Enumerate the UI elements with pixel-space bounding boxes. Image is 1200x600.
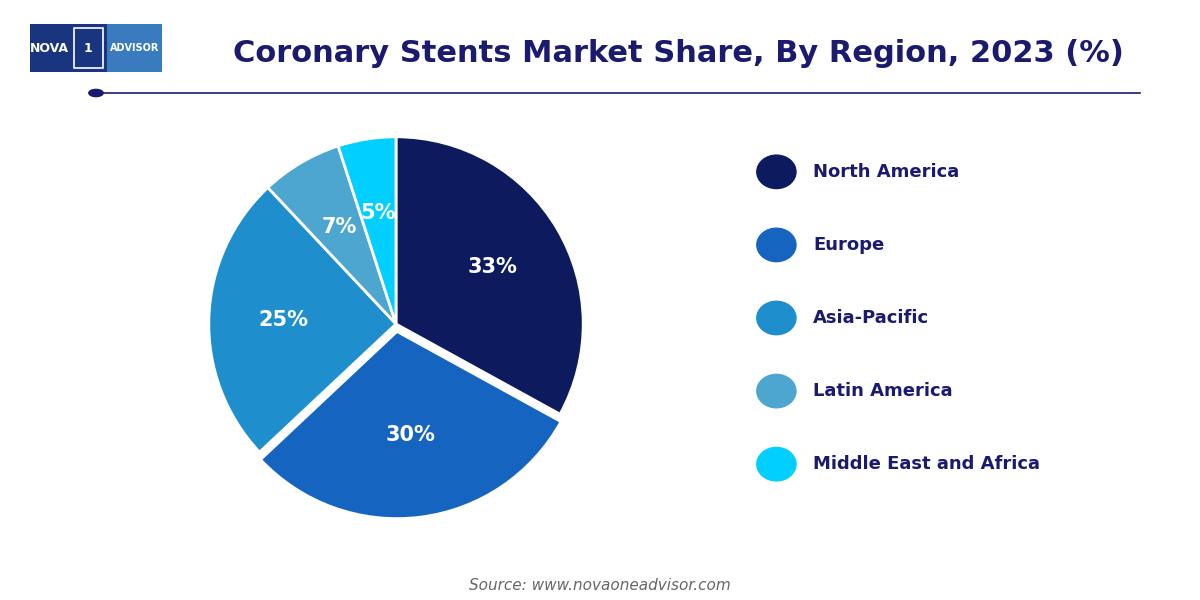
Wedge shape	[338, 137, 396, 324]
Circle shape	[757, 448, 796, 481]
Text: Coronary Stents Market Share, By Region, 2023 (%): Coronary Stents Market Share, By Region,…	[233, 40, 1123, 68]
Circle shape	[757, 228, 796, 262]
Text: 5%: 5%	[361, 203, 396, 223]
Text: ADVISOR: ADVISOR	[109, 43, 158, 53]
Text: 1: 1	[84, 41, 92, 55]
Text: NOVA: NOVA	[30, 41, 70, 55]
Text: 33%: 33%	[468, 257, 517, 277]
Text: Source: www.novaoneadvisor.com: Source: www.novaoneadvisor.com	[469, 577, 731, 593]
Text: Asia-Pacific: Asia-Pacific	[814, 309, 929, 327]
Wedge shape	[268, 146, 396, 324]
Text: North America: North America	[814, 163, 959, 181]
Wedge shape	[209, 188, 396, 452]
Text: Middle East and Africa: Middle East and Africa	[814, 455, 1040, 473]
FancyBboxPatch shape	[107, 24, 162, 72]
Wedge shape	[396, 137, 583, 414]
Circle shape	[757, 301, 796, 335]
Wedge shape	[260, 331, 560, 518]
Text: 25%: 25%	[259, 310, 308, 331]
Text: 30%: 30%	[385, 425, 436, 445]
FancyBboxPatch shape	[30, 24, 107, 72]
Circle shape	[757, 374, 796, 408]
Text: 7%: 7%	[322, 217, 356, 238]
FancyBboxPatch shape	[73, 28, 103, 68]
Text: Latin America: Latin America	[814, 382, 953, 400]
Text: Europe: Europe	[814, 236, 884, 254]
Circle shape	[757, 155, 796, 188]
